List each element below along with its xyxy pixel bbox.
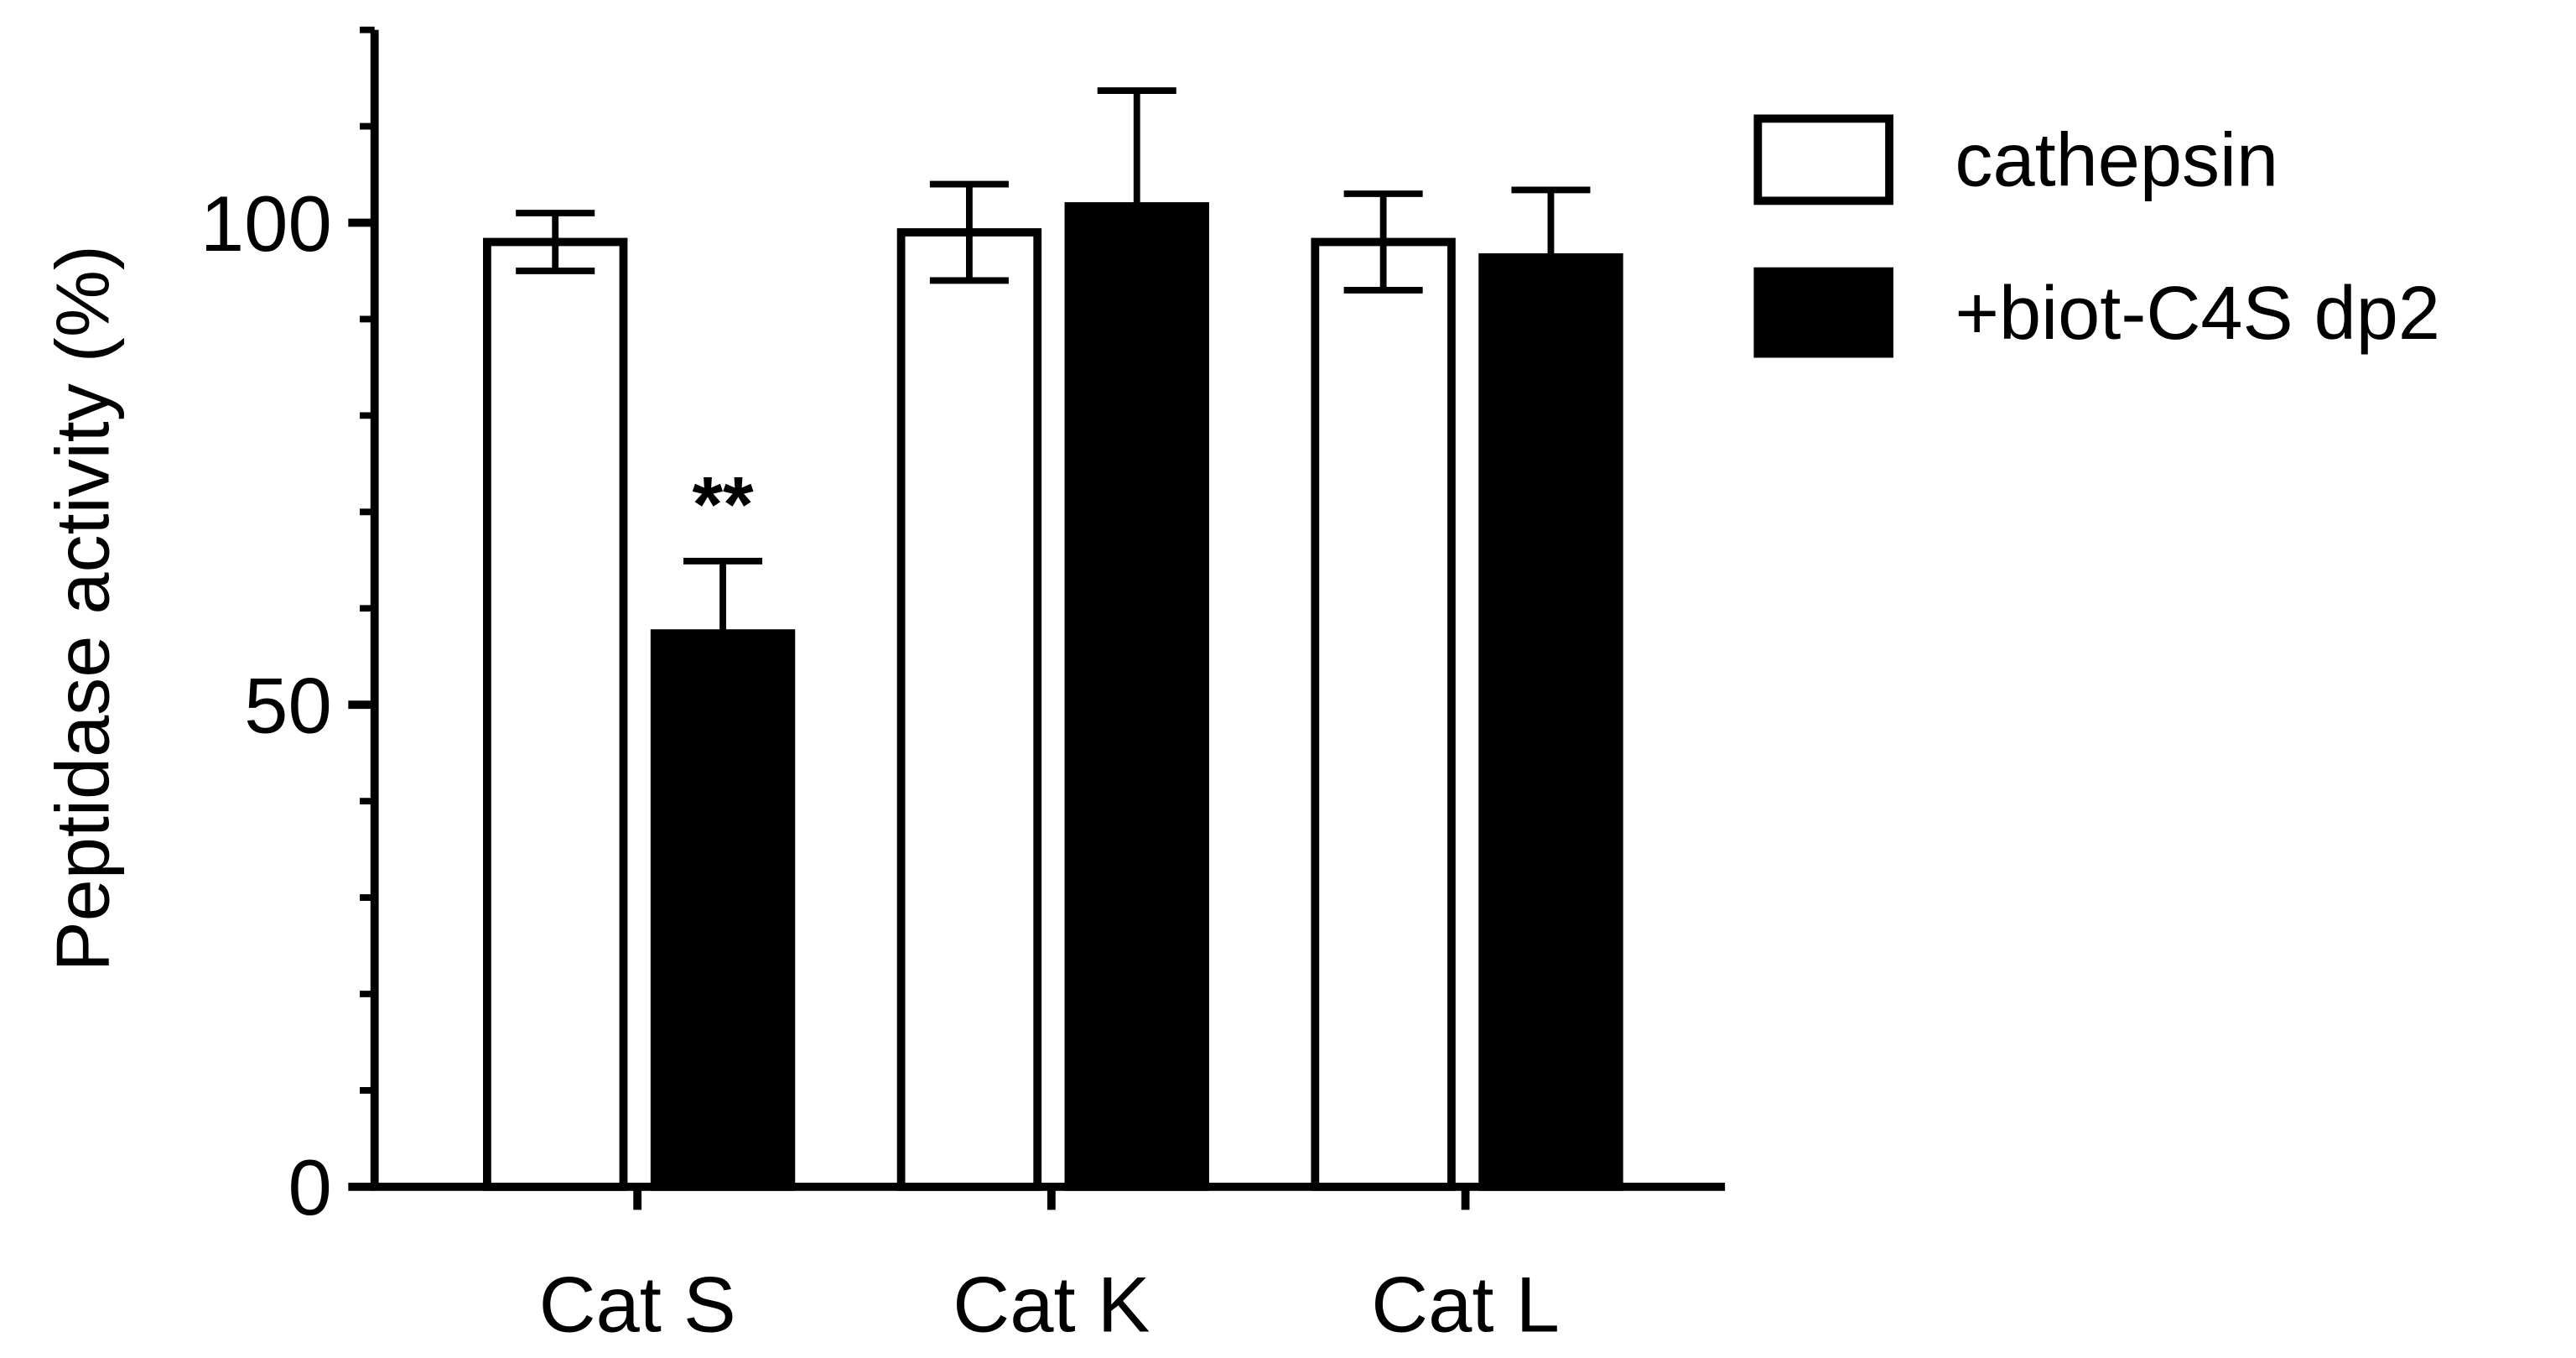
y-tick-label: 50 [244,662,332,750]
y-axis-label: Peptidase activity (%) [40,245,125,971]
annotation: ** [692,460,754,549]
bar [483,237,628,1191]
bar [650,629,796,1191]
y-tick-label: 0 [288,1143,331,1231]
x-tick-label: Cat L [1371,1260,1560,1348]
legend-label: cathepsin [1955,118,2278,203]
legend-label: +biot-C4S dp2 [1955,271,2440,356]
x-tick-label: Cat S [539,1260,736,1348]
y-tick-label: 100 [200,180,332,268]
bar [896,228,1042,1191]
legend-swatch [1753,267,1893,358]
bar [1311,237,1456,1191]
bar [1478,252,1623,1191]
x-tick-label: Cat K [953,1260,1150,1348]
legend-swatch [1753,114,1893,206]
bar [1064,202,1209,1191]
